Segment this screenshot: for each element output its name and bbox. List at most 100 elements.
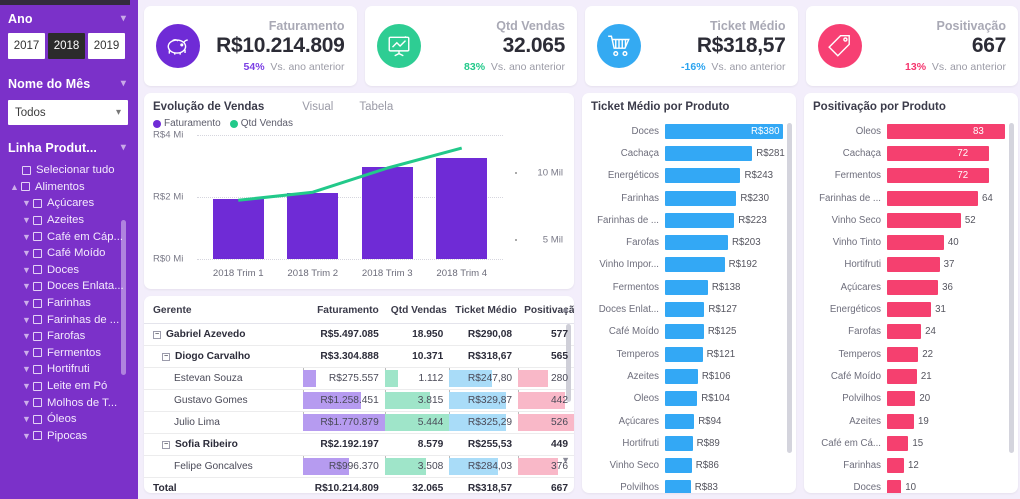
bar[interactable]	[887, 145, 990, 161]
bar[interactable]	[887, 302, 932, 318]
checkbox[interactable]	[33, 198, 42, 208]
bar-chart-row[interactable]: Vinho Tinto 40	[813, 231, 1009, 253]
bar[interactable]	[665, 324, 704, 340]
bar-chart-row[interactable]: Azeites R$106	[591, 365, 787, 387]
bar[interactable]	[887, 168, 990, 184]
product-tree-item[interactable]: ▼ Café Moído	[8, 245, 138, 262]
chevron-down-icon[interactable]: ▼	[22, 198, 31, 209]
column-header[interactable]: Positivação	[518, 296, 574, 324]
bar-chart-row[interactable]: Café Moído R$125	[591, 321, 787, 343]
bar-chart-row[interactable]: Polvilhos R$83	[591, 477, 787, 493]
bar-chart-row[interactable]: Café em Cá... 15	[813, 432, 1009, 454]
chevron-down-icon[interactable]: ▼	[22, 414, 31, 425]
column-header[interactable]: Ticket Médio	[449, 296, 519, 324]
bar[interactable]	[665, 145, 753, 161]
product-tree-item[interactable]: ▼ Farofas	[8, 328, 138, 345]
chevron-down-icon[interactable]: ▼	[22, 364, 31, 375]
ticket-chart-scrollbar[interactable]	[787, 123, 792, 453]
chevron-down-icon[interactable]: ▼	[22, 248, 31, 259]
positivacao-chart-scrollbar[interactable]	[1009, 123, 1014, 453]
bar[interactable]	[665, 302, 705, 318]
bar[interactable]	[887, 235, 944, 251]
chevron-down-icon[interactable]: ▼	[22, 331, 31, 342]
chevron-down-icon[interactable]: ▼	[22, 264, 31, 275]
positivacao-bars[interactable]: Óleos 83 Cachaça 72 Fermentos 72 Farinhas de .…	[813, 120, 1009, 493]
checkbox[interactable]	[33, 414, 42, 424]
bar[interactable]	[665, 279, 708, 295]
kpi-card-qtd-vendas[interactable]: Qtd Vendas 32.065 83% Vs. ano anterior	[364, 6, 577, 86]
bar[interactable]	[665, 413, 695, 429]
bar[interactable]	[887, 257, 940, 273]
bar-chart-row[interactable]: Energéticos R$243	[591, 165, 787, 187]
chevron-down-icon[interactable]: ▼	[22, 298, 31, 309]
product-tree-item[interactable]: ▼ Doces	[8, 262, 138, 279]
product-tree-item[interactable]: ▼ Açúcares	[8, 195, 138, 212]
collapse-icon[interactable]: −	[162, 353, 170, 361]
checkbox[interactable]	[33, 298, 42, 308]
bar[interactable]	[665, 480, 691, 493]
bar[interactable]	[665, 346, 703, 362]
bar[interactable]	[287, 193, 339, 259]
bar-chart-row[interactable]: Vinho Impor... R$192	[591, 254, 787, 276]
bar-chart-row[interactable]: Hortifruti 37	[813, 254, 1009, 276]
chevron-down-icon[interactable]: ▼	[22, 430, 31, 441]
collapse-icon[interactable]: −	[153, 331, 161, 339]
tab-tabela[interactable]: Tabela	[359, 101, 394, 113]
chevron-down-icon[interactable]: ▼	[22, 281, 31, 292]
checkbox[interactable]	[33, 398, 42, 408]
bar-chart-row[interactable]: Óleos R$104	[591, 388, 787, 410]
kpi-card-ticket-médio[interactable]: Ticket Médio R$318,57 -16% Vs. ano anterio…	[585, 6, 798, 86]
bar-chart-row[interactable]: Farinhas 12	[813, 454, 1009, 476]
chevron-down-icon[interactable]: ▼	[22, 397, 31, 408]
bar-chart-row[interactable]: Doces Enlat... R$127	[591, 298, 787, 320]
column-header[interactable]: Gerente	[144, 296, 304, 324]
checkbox[interactable]	[33, 281, 42, 291]
bar-chart-row[interactable]: Vinho Seco R$86	[591, 454, 787, 476]
bar-chart-row[interactable]: Vinho Seco 52	[813, 209, 1009, 231]
gerente-table[interactable]: Gerente Faturamento Qtd Vendas Ticket Médio…	[144, 296, 574, 493]
bar[interactable]	[212, 199, 264, 259]
bar[interactable]	[887, 190, 978, 206]
bar[interactable]	[665, 123, 783, 139]
bar[interactable]	[887, 458, 905, 474]
bar[interactable]	[665, 458, 692, 474]
bar-chart-row[interactable]: Doces 10	[813, 477, 1009, 493]
chevron-down-icon[interactable]: ▾	[120, 78, 126, 89]
bar-chart-row[interactable]: Fermentos R$138	[591, 276, 787, 298]
chevron-down-icon[interactable]: ▼	[22, 215, 31, 226]
bar[interactable]	[887, 413, 914, 429]
bar[interactable]	[887, 391, 916, 407]
bar[interactable]	[887, 435, 909, 451]
checkbox[interactable]	[22, 165, 31, 175]
checkbox[interactable]	[33, 331, 42, 341]
product-tree-item[interactable]: ▼ Café em Cáp...	[8, 228, 138, 245]
table-row[interactable]: − Gabriel Azevedo R$5.497.085 18.950 R$290,0…	[144, 323, 574, 346]
column-header[interactable]: Faturamento	[303, 296, 385, 324]
checkbox[interactable]	[33, 364, 42, 374]
legend-item-qtd-vendas[interactable]: Qtd Vendas	[229, 118, 293, 129]
bar[interactable]	[665, 435, 693, 451]
chevron-down-icon[interactable]: ▼	[22, 231, 31, 242]
product-tree-item[interactable]: ▼ Pipocas	[8, 428, 138, 445]
product-tree-item[interactable]: ▼ Óleos	[8, 411, 138, 428]
bar[interactable]	[665, 235, 729, 251]
bar[interactable]	[887, 212, 961, 228]
bar-chart-row[interactable]: Polvilhos 20	[813, 388, 1009, 410]
bar-chart-row[interactable]: Cachaça R$281	[591, 142, 787, 164]
product-tree-item[interactable]: ▼ Doces Enlata...	[8, 278, 138, 295]
product-tree-item[interactable]: ▼ Hortifruti	[8, 361, 138, 378]
bar-chart-row[interactable]: Temperos 22	[813, 343, 1009, 365]
table-scrollbar[interactable]	[566, 324, 571, 402]
product-tree-item[interactable]: ▼ Azeites	[8, 212, 138, 229]
table-row[interactable]: Estevan Souza R$275.557 1.112 R$247,80 280	[144, 367, 574, 390]
bar-chart-row[interactable]: Cachaça 72	[813, 142, 1009, 164]
bar-chart-row[interactable]: Fermentos 72	[813, 165, 1009, 187]
bar-chart-row[interactable]: Açúcares R$94	[591, 410, 787, 432]
bar[interactable]	[887, 480, 902, 493]
bar[interactable]	[887, 368, 917, 384]
checkbox[interactable]	[21, 182, 30, 192]
tab-visual[interactable]: Visual	[302, 101, 334, 113]
checkbox[interactable]	[33, 215, 42, 225]
product-tree-item[interactable]: Selecionar tudo	[8, 162, 138, 179]
checkbox[interactable]	[33, 232, 42, 242]
